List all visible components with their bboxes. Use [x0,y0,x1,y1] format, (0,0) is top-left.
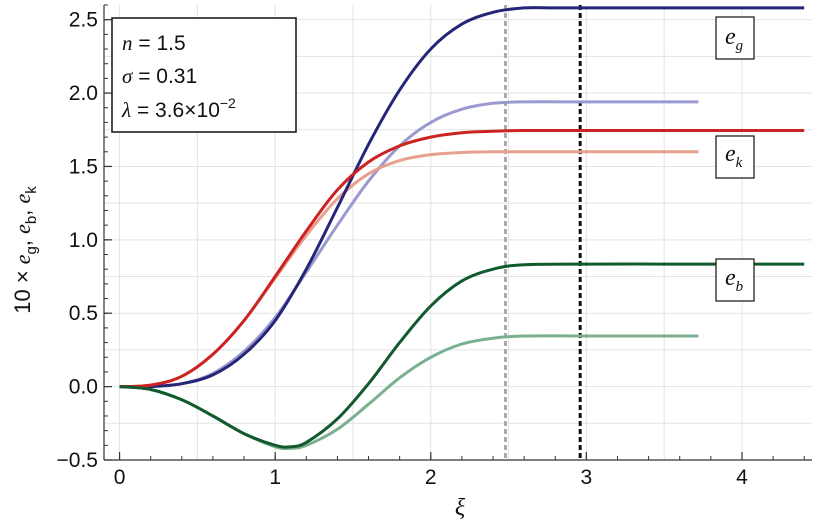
y-tick-label: 2.0 [69,82,98,105]
series-eb_light [119,334,699,451]
series-eg_dark [119,6,805,389]
parameter-box-frame [111,17,297,133]
x-tick-label: 1 [269,466,281,489]
y-tick-label: 2.5 [69,9,98,32]
series-eg_light [119,100,699,389]
y-tick-label: −0.5 [57,449,98,472]
series-lines [119,6,805,451]
x-tick-label: 0 [114,466,126,489]
series-label-eg-box [715,16,755,60]
param-n: n = 1.5 [122,31,186,55]
axes [103,4,812,461]
x-tick-label: 4 [736,466,748,489]
series-label-eg-text: eg [725,24,744,54]
y-axis-label: 10 × eg, eb, ek [10,186,40,314]
series-label-eb: eb [715,258,755,302]
series-eb_dark [119,262,805,449]
x-tick-label: 3 [581,466,593,489]
reference-lines [503,5,582,460]
param-lambda: λ = 3.6×10−2 [121,95,236,122]
x-tick-label: 2 [425,466,437,489]
tick-labels: 0 1 2 3 4 −0.5 0.0 0.5 1.0 1.5 2.0 2.5 [57,9,749,489]
series-ek_dark [119,128,805,389]
y-tick-label: 1.0 [69,229,98,252]
y-tick-label: 0.5 [69,302,98,325]
series-label-ek-box [715,135,755,179]
grid [104,5,812,461]
param-sigma: σ = 0.31 [122,64,197,88]
parameter-box: n = 1.5 σ = 0.31 λ = 3.6×10−2 [111,17,297,133]
x-axis-label: ξ [455,495,466,521]
series-label-ek-text: ek [725,141,743,171]
series-label-eg: eg [715,16,755,60]
series-ek_light [119,150,699,389]
y-tick-label: 0.0 [69,376,98,399]
series-label-ek: ek [715,135,755,179]
series-label-eb-box [715,258,755,302]
series-label-eb-text: eb [725,265,744,295]
y-tick-label: 1.5 [69,155,98,178]
